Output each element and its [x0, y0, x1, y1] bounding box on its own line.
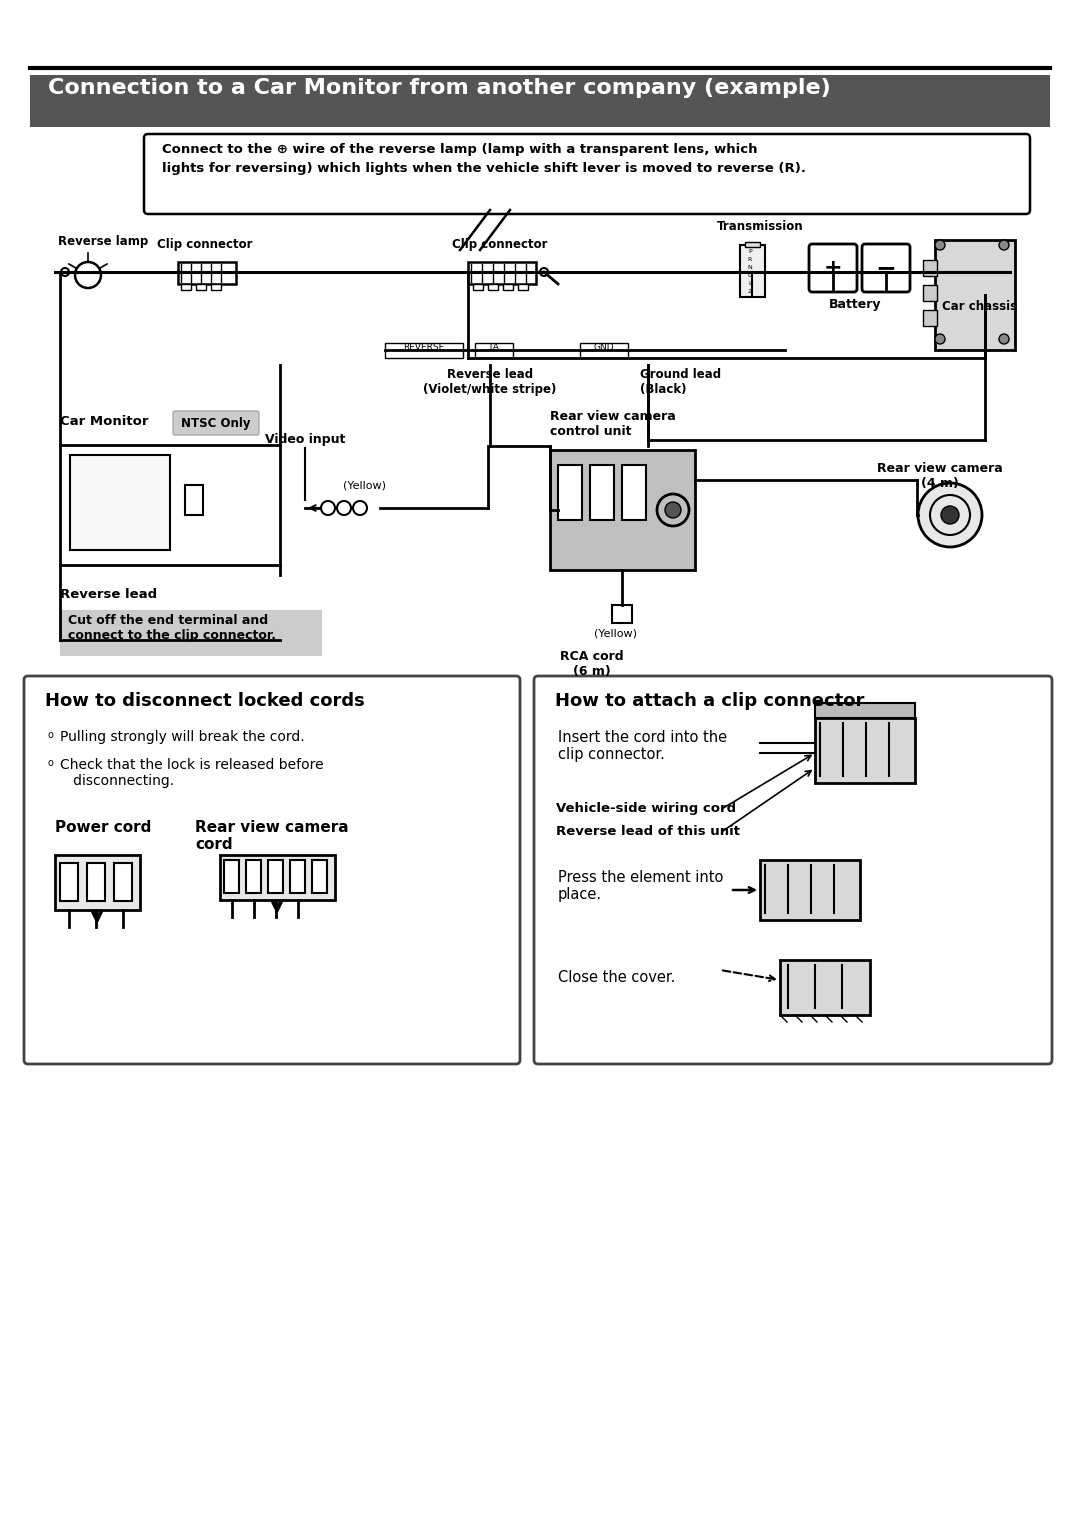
Bar	[760, 860, 860, 921]
Bar	[740, 245, 765, 297]
Text: Check that the lock is released before
   disconnecting.: Check that the lock is released before d…	[60, 759, 324, 789]
Bar	[473, 285, 483, 291]
Bar	[195, 285, 206, 291]
Circle shape	[941, 506, 959, 524]
Bar	[70, 456, 170, 550]
Bar	[488, 285, 498, 291]
Bar	[220, 855, 335, 899]
Text: RCA cord
(6 m): RCA cord (6 m)	[561, 650, 624, 678]
Circle shape	[935, 335, 945, 344]
Text: How to attach a clip connector: How to attach a clip connector	[555, 692, 864, 710]
Bar	[30, 76, 1050, 127]
Text: Vehicle-side wiring cord: Vehicle-side wiring cord	[556, 802, 737, 815]
Bar	[815, 718, 915, 783]
Bar	[923, 260, 937, 276]
FancyBboxPatch shape	[862, 244, 910, 292]
Text: Press the element into
place.: Press the element into place.	[558, 871, 724, 902]
FancyBboxPatch shape	[173, 410, 259, 435]
Text: Connection to a Car Monitor from another company (example): Connection to a Car Monitor from another…	[48, 79, 831, 98]
Bar	[246, 860, 261, 893]
Text: Transmission: Transmission	[717, 220, 804, 233]
Text: Car chassis: Car chassis	[943, 300, 1017, 313]
Bar	[935, 241, 1015, 350]
Text: Reverse lead
(Violet/white stripe): Reverse lead (Violet/white stripe)	[423, 368, 556, 397]
Bar	[468, 262, 536, 285]
Text: Video input: Video input	[265, 433, 346, 447]
Text: L: L	[748, 282, 752, 286]
Text: Reverse lamp: Reverse lamp	[58, 235, 148, 248]
Text: Ground lead
(Black): Ground lead (Black)	[640, 368, 721, 397]
Bar	[503, 285, 513, 291]
Text: GND: GND	[594, 344, 615, 351]
Bar	[60, 445, 280, 565]
Text: 2: 2	[748, 289, 752, 294]
Bar	[558, 465, 582, 519]
Bar	[923, 285, 937, 301]
Text: Cut off the end terminal and
connect to the clip connector.: Cut off the end terminal and connect to …	[68, 615, 276, 642]
Text: Car Monitor: Car Monitor	[60, 415, 149, 428]
Bar	[60, 610, 322, 656]
Text: How to disconnect locked cords: How to disconnect locked cords	[45, 692, 365, 710]
FancyBboxPatch shape	[809, 244, 858, 292]
Text: Connect to the ⊕ wire of the reverse lamp (lamp with a transparent lens, which
l: Connect to the ⊕ wire of the reverse lam…	[162, 142, 806, 176]
Text: 1A: 1A	[488, 344, 500, 351]
Bar	[60, 863, 78, 901]
Bar	[384, 344, 463, 357]
Bar	[55, 855, 140, 910]
Text: Pulling strongly will break the cord.: Pulling strongly will break the cord.	[60, 730, 305, 743]
Text: Rear view camera
control unit: Rear view camera control unit	[550, 410, 676, 438]
Bar	[211, 285, 221, 291]
FancyBboxPatch shape	[24, 675, 519, 1064]
Bar	[87, 863, 105, 901]
Text: P: P	[748, 248, 752, 254]
Circle shape	[999, 241, 1009, 250]
Bar	[815, 702, 915, 718]
Bar	[745, 242, 760, 247]
Text: Close the cover.: Close the cover.	[558, 970, 675, 986]
Text: R: R	[747, 257, 752, 262]
Text: (Yellow): (Yellow)	[343, 480, 387, 491]
Bar	[622, 465, 646, 519]
Text: o: o	[48, 759, 54, 768]
Circle shape	[999, 335, 1009, 344]
Bar	[185, 484, 203, 515]
Text: +: +	[824, 257, 842, 279]
Text: NTSC Only: NTSC Only	[181, 416, 251, 430]
Bar	[181, 285, 191, 291]
Bar	[923, 310, 937, 326]
Bar	[780, 960, 870, 1014]
Bar	[550, 450, 696, 569]
Text: N: N	[747, 265, 753, 269]
Bar	[178, 262, 237, 285]
Bar	[612, 606, 632, 622]
Text: (Yellow): (Yellow)	[594, 628, 637, 637]
Text: Clip connector: Clip connector	[453, 238, 548, 251]
FancyBboxPatch shape	[144, 135, 1030, 213]
Circle shape	[935, 241, 945, 250]
Text: o: o	[48, 730, 54, 740]
Bar	[224, 860, 239, 893]
Bar	[590, 465, 615, 519]
Bar	[475, 344, 513, 357]
Bar	[268, 860, 283, 893]
Text: Power cord: Power cord	[55, 821, 151, 836]
Text: D: D	[747, 273, 753, 279]
Text: Rear view camera
cord: Rear view camera cord	[195, 821, 349, 852]
Bar	[114, 863, 132, 901]
Text: Rear view camera
(4 m): Rear view camera (4 m)	[877, 462, 1003, 491]
Bar	[518, 285, 528, 291]
Circle shape	[918, 483, 982, 547]
Text: −: −	[876, 256, 896, 280]
FancyBboxPatch shape	[534, 675, 1052, 1064]
Text: Reverse lead: Reverse lead	[60, 587, 157, 601]
Text: Clip connector: Clip connector	[158, 238, 253, 251]
Circle shape	[665, 503, 681, 518]
Text: REVERSE: REVERSE	[403, 344, 445, 351]
Bar	[291, 860, 305, 893]
Bar	[312, 860, 327, 893]
Text: Reverse lead of this unit: Reverse lead of this unit	[556, 825, 740, 839]
Text: Battery: Battery	[828, 298, 881, 310]
Bar	[580, 344, 627, 357]
Text: Insert the cord into the
clip connector.: Insert the cord into the clip connector.	[558, 730, 727, 763]
